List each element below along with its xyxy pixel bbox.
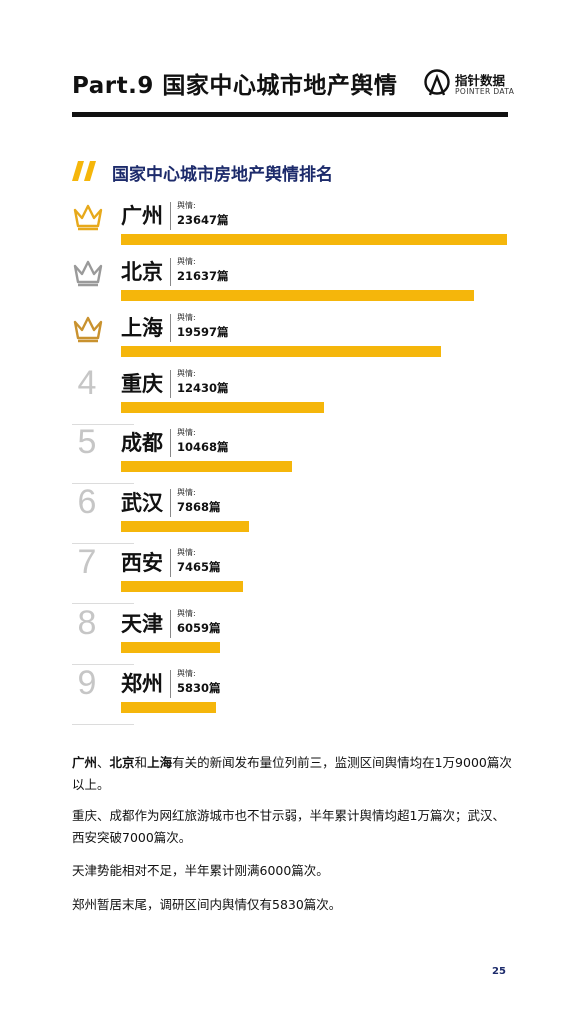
ranking-row: 广州 舆情: 23647篇 — [72, 200, 522, 260]
summary-paragraph-1: 广州、北京和上海有关的新闻发布量位列前三，监测区间舆情均在1万9000篇次以上。 — [72, 752, 512, 796]
ranking-row: 4 重庆 舆情: 12430篇 — [72, 364, 522, 428]
rank-number: 6 — [77, 483, 97, 521]
rank-number: 9 — [77, 664, 97, 702]
city-name: 广州 — [72, 755, 98, 770]
city-label: 重庆 — [121, 372, 163, 396]
bar — [121, 521, 249, 532]
ranking-row: 上海 舆情: 19597篇 — [72, 312, 522, 372]
bar — [121, 642, 220, 653]
bar — [121, 346, 441, 357]
ranking-row: 7 西安 舆情: 7465篇 — [72, 543, 522, 607]
ranking-row: 6 武汉 舆情: 7868篇 — [72, 483, 522, 547]
rank-divider — [72, 603, 134, 604]
crown-silver-icon — [73, 260, 103, 287]
logo-name-en: POINTER DATA — [455, 87, 515, 96]
label-separator — [170, 610, 171, 638]
rank-divider — [72, 543, 134, 544]
separator: 、 — [97, 755, 110, 770]
count-value: 19597篇 — [177, 325, 229, 339]
label-separator — [170, 370, 171, 398]
separator: 和 — [134, 755, 148, 770]
count-label: 舆情: — [177, 428, 196, 437]
city-label: 武汉 — [121, 491, 163, 515]
rank-number: 7 — [77, 543, 97, 581]
label-separator — [170, 489, 171, 517]
rank-number: 8 — [77, 604, 97, 642]
city-label: 天津 — [121, 612, 163, 636]
count-value: 12430篇 — [177, 381, 229, 395]
chart-title: 国家中心城市房地产舆情排名 — [112, 165, 333, 185]
city-label: 成都 — [121, 431, 163, 455]
count-label: 舆情: — [177, 548, 196, 557]
count-value: 10468篇 — [177, 440, 229, 454]
city-label: 北京 — [121, 260, 163, 284]
bar — [121, 581, 243, 592]
bar — [121, 702, 216, 713]
page-number: 25 — [492, 966, 506, 977]
city-name: 北京 — [109, 755, 135, 770]
count-value: 6059篇 — [177, 621, 221, 635]
bar — [121, 234, 507, 245]
label-separator — [170, 314, 171, 342]
summary-text: 有关的新闻发布量位列前三，监测区间舆情均在1万9000篇次以上。 — [72, 755, 512, 792]
bar — [121, 290, 474, 301]
bar — [121, 402, 324, 413]
summary-paragraph-2: 重庆、成都作为网红旅游城市也不甘示弱，半年累计舆情均超1万篇次；武汉、西安突破7… — [72, 808, 505, 845]
count-value: 5830篇 — [177, 681, 221, 695]
count-value: 21637篇 — [177, 269, 229, 283]
count-value: 7868篇 — [177, 500, 221, 514]
rank-number: 4 — [77, 364, 97, 402]
ranking-row: 北京 舆情: 21637篇 — [72, 256, 522, 316]
rank-divider — [72, 724, 134, 725]
pointer-logo-icon — [424, 69, 450, 96]
count-label: 舆情: — [177, 313, 196, 322]
city-label: 西安 — [121, 551, 163, 575]
count-label: 舆情: — [177, 609, 196, 618]
count-value: 23647篇 — [177, 213, 229, 227]
rank-divider — [72, 424, 134, 425]
label-separator — [170, 670, 171, 698]
city-label: 郑州 — [121, 672, 163, 696]
count-label: 舆情: — [177, 669, 196, 678]
count-label: 舆情: — [177, 369, 196, 378]
count-label: 舆情: — [177, 257, 196, 266]
crown-bronze-icon — [73, 316, 103, 343]
city-name: 上海 — [147, 755, 173, 770]
city-label: 广州 — [121, 204, 163, 228]
rank-divider — [72, 664, 134, 665]
rank-number: 5 — [77, 423, 97, 461]
summary-paragraph-3: 天津势能相对不足，半年累计刚满6000篇次。 — [72, 863, 329, 878]
count-value: 7465篇 — [177, 560, 221, 574]
rank-divider — [72, 483, 134, 484]
double-slash-icon — [72, 161, 96, 181]
crown-gold-icon — [73, 204, 103, 231]
ranking-row: 5 成都 舆情: 10468篇 — [72, 423, 522, 487]
ranking-row: 9 郑州 舆情: 5830篇 — [72, 664, 522, 728]
label-separator — [170, 202, 171, 230]
bar — [121, 461, 292, 472]
count-label: 舆情: — [177, 201, 196, 210]
ranking-row: 8 天津 舆情: 6059篇 — [72, 604, 522, 668]
header-divider — [72, 112, 508, 117]
label-separator — [170, 549, 171, 577]
page-title: Part.9 国家中心城市地产舆情 — [72, 73, 398, 99]
count-label: 舆情: — [177, 488, 196, 497]
label-separator — [170, 429, 171, 457]
city-label: 上海 — [121, 316, 163, 340]
label-separator — [170, 258, 171, 286]
pointer-data-logo: 指针数据 POINTER DATA — [423, 68, 523, 100]
summary-paragraph-4: 郑州暂居末尾，调研区间内舆情仅有5830篇次。 — [72, 897, 342, 912]
logo-name-cn: 指针数据 — [455, 73, 506, 88]
